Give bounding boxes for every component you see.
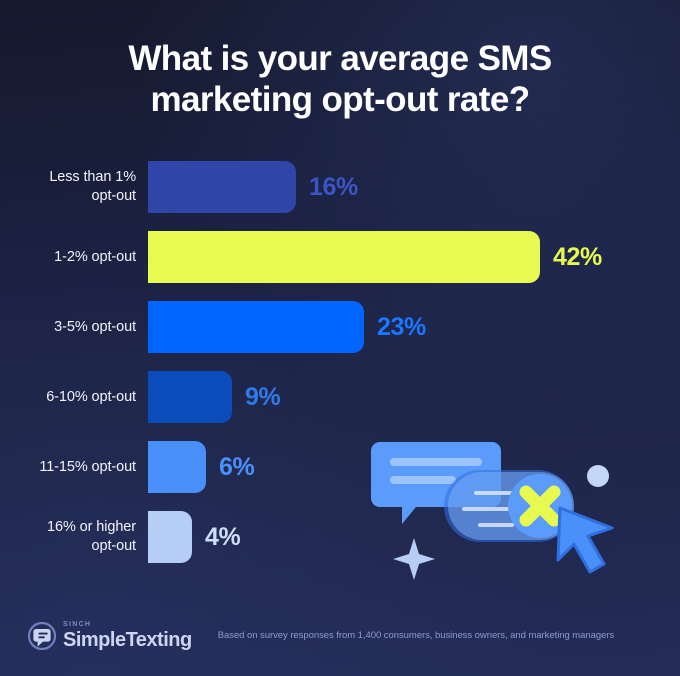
bar-value-label: 9% [245,382,281,411]
bar-value-label: 42% [553,242,602,271]
category-label: 11-15% opt-out [0,458,148,477]
chart-row: 3-5% opt-out 23% [0,292,680,362]
category-label-line-1: Less than 1% [49,169,136,185]
bar [148,161,296,213]
bar-area: 42% [148,222,680,292]
bar-area: 4% [148,502,680,572]
category-label-line-2: opt-out [91,188,137,204]
bar-value-label: 6% [219,452,255,481]
category-label-line-1: 1-2% opt-out [54,248,136,265]
bar-value-label: 4% [205,522,241,551]
category-label: 1-2% opt-out [0,248,148,267]
chart-row: 1-2% opt-out 42% [0,222,680,292]
chart-row: Less than 1% opt-out 16% [0,152,680,222]
title-line-1: What is your average SMS [128,39,552,78]
chart-row: 11-15% opt-out 6% [0,432,680,502]
category-label: 6-10% opt-out [0,388,148,407]
brand-logo-text: SINCH SimpleTexting [63,621,192,650]
bar [148,301,364,353]
bar [148,231,540,283]
bar-value-label: 16% [309,172,358,201]
bar-area: 23% [148,292,680,362]
category-label: 3-5% opt-out [0,318,148,337]
dot-icon [587,465,609,487]
brand-parent-label: SINCH [63,621,92,628]
bar-area: 16% [148,152,680,222]
category-label-line-1: 16% or higher [47,519,136,535]
category-label-line-1: 3-5% opt-out [54,318,136,335]
category-label-line-1: 11-15% opt-out [39,458,136,475]
category-label: 16% or higher opt-out [0,518,148,556]
sparkle-icon [393,538,435,580]
category-label-line-2: opt-out [91,538,137,554]
opt-out-illustration [371,442,614,580]
simpletexting-logo-icon [28,621,56,650]
title-line-2: marketing opt-out rate? [150,80,531,119]
chart-row: 16% or higher opt-out 4% [0,502,680,572]
bar [148,371,232,423]
page-title: What is your average SMS marketing opt-o… [0,38,680,120]
cursor-arrow-icon [556,506,614,574]
category-label-line-1: 6-10% opt-out [46,388,136,405]
attribution-text: Based on survey responses from 1,400 con… [217,630,615,641]
error-x-icon [508,474,572,538]
brand-name-label: SimpleTexting [63,629,192,651]
chart-row: 6-10% opt-out 9% [0,362,680,432]
bar-value-label: 23% [377,312,426,341]
footer: SINCH SimpleTexting Based on survey resp… [28,621,652,650]
bar [148,441,206,493]
bar-area: 6% [148,432,680,502]
bar [148,511,192,563]
brand-logo[interactable]: SINCH SimpleTexting [28,621,192,650]
bar-area: 9% [148,362,680,432]
category-label: Less than 1% opt-out [0,168,148,206]
bar-chart: Less than 1% opt-out 16% 1-2% opt-out 42… [0,152,680,572]
